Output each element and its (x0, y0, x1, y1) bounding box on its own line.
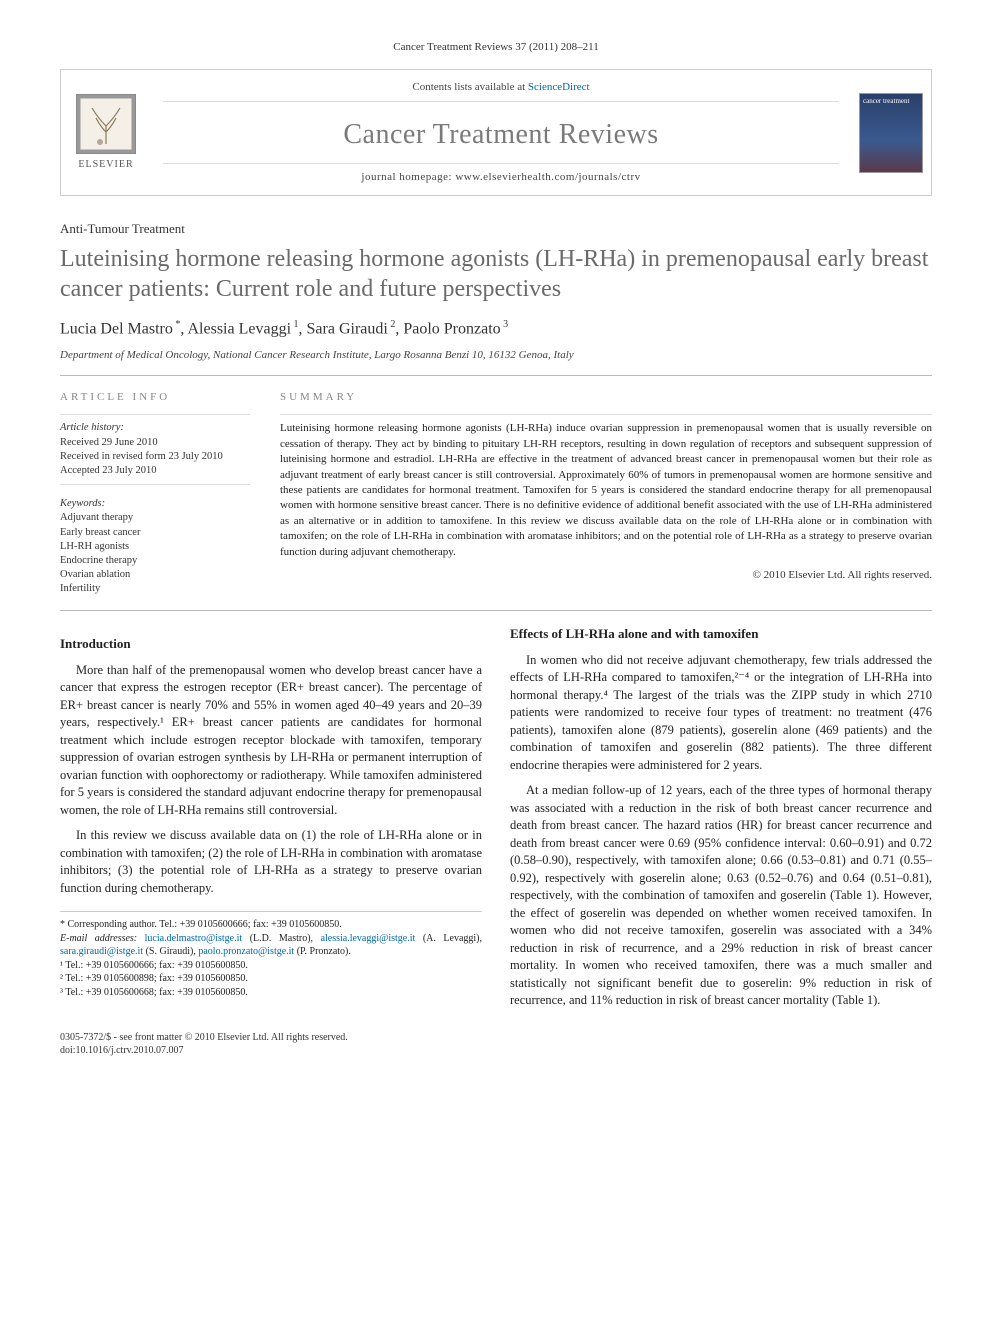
keywords-label: Keywords: (60, 497, 250, 511)
aff-2: 2 (388, 319, 396, 330)
divider (60, 610, 932, 611)
email-link[interactable]: alessia.levaggi@istge.it (321, 933, 416, 944)
journal-header: ELSEVIER Contents lists available at Sci… (60, 69, 932, 196)
article-info-header: ARTICLE INFO (60, 390, 250, 405)
section-label: Anti-Tumour Treatment (60, 220, 932, 238)
footnote-3: ³ Tel.: +39 0105600668; fax: +39 0105600… (60, 986, 482, 1000)
keyword: Early breast cancer (60, 526, 250, 540)
keywords-list: Adjuvant therapy Early breast cancer LH-… (60, 511, 250, 596)
cover-thumbnail: cancer treatment (851, 70, 931, 195)
elsevier-label: ELSEVIER (78, 158, 133, 172)
homepage-prefix: journal homepage: (361, 171, 455, 183)
keyword: Ovarian ablation (60, 568, 250, 582)
email-addresses: E-mail addresses: lucia.delmastro@istge.… (60, 932, 482, 959)
affiliation: Department of Medical Oncology, National… (60, 348, 932, 363)
author-4: Paolo Pronzato (403, 320, 500, 337)
keyword: Adjuvant therapy (60, 511, 250, 525)
author-1: Lucia Del Mastro (60, 320, 173, 337)
keyword: Endocrine therapy (60, 554, 250, 568)
homepage-url: www.elsevierhealth.com/journals/ctrv (455, 171, 640, 183)
article-title: Luteinising hormone releasing hormone ag… (60, 244, 932, 304)
contents-prefix: Contents lists available at (412, 81, 527, 93)
email-link[interactable]: lucia.delmastro@istge.it (145, 933, 243, 944)
elsevier-tree-icon (76, 94, 136, 154)
elsevier-logo: ELSEVIER (61, 70, 151, 195)
footnote-2: ² Tel.: +39 0105600898; fax: +39 0105600… (60, 972, 482, 986)
summary-text: Luteinising hormone releasing hormone ag… (280, 421, 932, 560)
email-link[interactable]: paolo.pronzato@istge.it (198, 946, 294, 957)
corr-marker: * (173, 319, 181, 330)
header-center: Contents lists available at ScienceDirec… (151, 70, 851, 195)
email-who: (S. Giraudi), (143, 946, 198, 957)
effects-p1: In women who did not receive adjuvant ch… (510, 652, 932, 775)
journal-homepage: journal homepage: www.elsevierhealth.com… (163, 163, 839, 185)
aff-1: 1 (291, 319, 299, 330)
keyword: LH-RH agonists (60, 540, 250, 554)
footnotes: * Corresponding author. Tel.: +39 010560… (60, 911, 482, 999)
effects-p2: At a median follow-up of 12 years, each … (510, 782, 932, 1010)
author-3: Sara Giraudi (307, 320, 388, 337)
page: Cancer Treatment Reviews 37 (2011) 208–2… (0, 0, 992, 1097)
journal-title: Cancer Treatment Reviews (163, 116, 839, 154)
aff-3: 3 (501, 319, 509, 330)
citation-line: Cancer Treatment Reviews 37 (2011) 208–2… (60, 40, 932, 55)
article-info: ARTICLE INFO Article history: Received 2… (60, 390, 250, 597)
issn-line: 0305-7372/$ - see front matter © 2010 El… (60, 1031, 932, 1044)
intro-heading: Introduction (60, 635, 482, 653)
copyright-line: © 2010 Elsevier Ltd. All rights reserved… (280, 568, 932, 583)
cover-image: cancer treatment (859, 93, 923, 173)
footnote-1: ¹ Tel.: +39 0105600666; fax: +39 0105600… (60, 959, 482, 973)
summary-block: SUMMARY Luteinising hormone releasing ho… (280, 390, 932, 597)
keyword: Infertility (60, 582, 250, 596)
summary-header: SUMMARY (280, 390, 932, 405)
thin-rule (280, 414, 932, 415)
authors: Lucia Del Mastro *, Alessia Levaggi 1, S… (60, 318, 932, 340)
cover-text: cancer treatment (863, 97, 909, 105)
contents-available: Contents lists available at ScienceDirec… (163, 80, 839, 102)
author-2: Alessia Levaggi (187, 320, 291, 337)
intro-p2: In this review we discuss available data… (60, 827, 482, 897)
thin-rule (60, 414, 250, 415)
corresponding-author: * Corresponding author. Tel.: +39 010560… (60, 918, 482, 932)
email-who: (P. Pronzato). (294, 946, 351, 957)
doi-line: doi:10.1016/j.ctrv.2010.07.007 (60, 1044, 932, 1057)
emails-label: E-mail addresses: (60, 933, 145, 944)
effects-heading: Effects of LH-RHa alone and with tamoxif… (510, 625, 932, 643)
thin-rule (60, 484, 250, 485)
revised-date: Received in revised form 23 July 2010 (60, 450, 250, 464)
meta-row: ARTICLE INFO Article history: Received 2… (60, 390, 932, 597)
received-date: Received 29 June 2010 (60, 436, 250, 450)
history-label: Article history: (60, 421, 250, 435)
intro-p1: More than half of the premenopausal wome… (60, 662, 482, 820)
email-link[interactable]: sara.giraudi@istge.it (60, 946, 143, 957)
email-who: (A. Levaggi), (415, 933, 482, 944)
accepted-date: Accepted 23 July 2010 (60, 464, 250, 478)
email-who: (L.D. Mastro), (242, 933, 320, 944)
sciencedirect-link[interactable]: ScienceDirect (528, 81, 590, 93)
footer-block: 0305-7372/$ - see front matter © 2010 El… (60, 1031, 932, 1057)
body-columns: Introduction More than half of the preme… (60, 625, 932, 1013)
divider (60, 375, 932, 376)
